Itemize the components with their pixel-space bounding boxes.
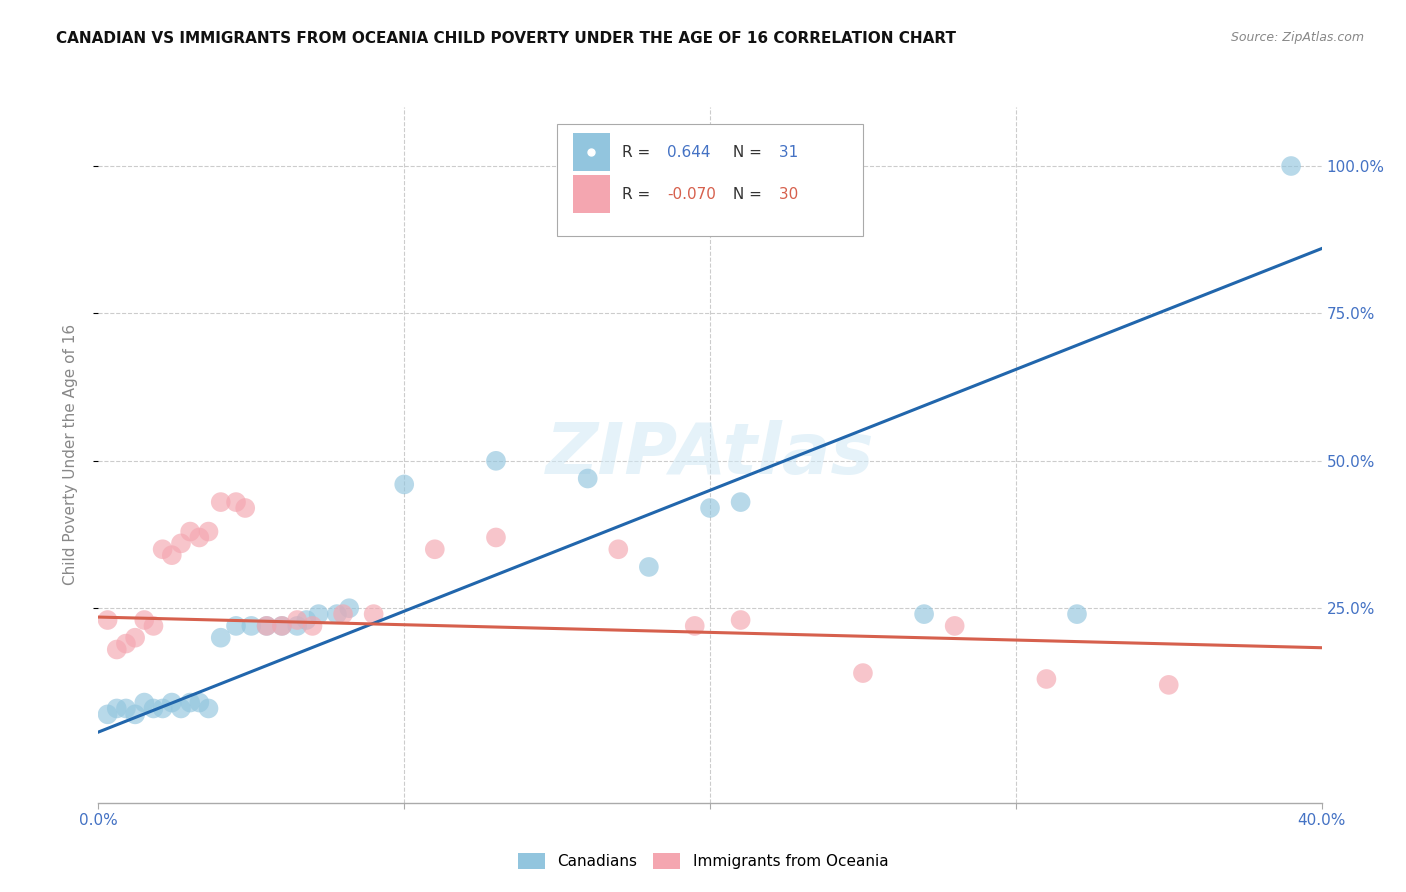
Y-axis label: Child Poverty Under the Age of 16: Child Poverty Under the Age of 16 (63, 325, 77, 585)
FancyBboxPatch shape (557, 124, 863, 235)
Point (730, 495, 752, 509)
Point (301, 619, 323, 633)
Point (115, 701, 138, 715)
Point (295, 613, 318, 627)
Point (423, 542, 446, 557)
Point (197, 701, 219, 715)
Point (943, 619, 966, 633)
Point (308, 607, 330, 621)
Text: 0.644: 0.644 (668, 145, 710, 160)
Point (188, 531, 211, 545)
Text: R =: R = (621, 145, 659, 160)
Point (256, 619, 278, 633)
Point (209, 631, 232, 645)
Point (1279, 159, 1302, 173)
Point (170, 536, 193, 550)
Point (256, 619, 278, 633)
Text: 31: 31 (773, 145, 797, 160)
Point (225, 619, 247, 633)
Point (363, 607, 385, 621)
Point (270, 619, 292, 633)
Point (142, 701, 165, 715)
Point (97, 707, 120, 722)
Text: R =: R = (621, 186, 655, 202)
Text: -0.070: -0.070 (668, 186, 716, 202)
Point (97, 613, 120, 627)
Point (115, 637, 138, 651)
Point (105, 642, 128, 657)
Point (225, 495, 247, 509)
Point (134, 613, 156, 627)
Point (270, 619, 292, 633)
Point (197, 524, 219, 539)
Point (179, 524, 201, 539)
Legend: Canadians, Immigrants from Oceania: Canadians, Immigrants from Oceania (512, 847, 894, 875)
Point (1157, 678, 1180, 692)
Text: ZIPAtlas: ZIPAtlas (546, 420, 875, 490)
Point (240, 619, 263, 633)
Text: Source: ZipAtlas.com: Source: ZipAtlas.com (1230, 31, 1364, 45)
Point (285, 619, 308, 633)
Point (160, 548, 183, 562)
FancyBboxPatch shape (574, 133, 610, 171)
Point (209, 495, 232, 509)
Point (332, 607, 354, 621)
Point (607, 542, 630, 557)
Point (285, 613, 308, 627)
Point (142, 619, 165, 633)
Point (152, 542, 174, 557)
FancyBboxPatch shape (574, 175, 610, 213)
Point (485, 454, 508, 468)
Point (699, 500, 721, 515)
Point (485, 531, 508, 545)
Text: 30: 30 (773, 186, 797, 202)
Point (1035, 672, 1057, 686)
Point (852, 666, 875, 681)
Text: N =: N = (728, 186, 768, 202)
Point (912, 607, 935, 621)
Point (1066, 607, 1088, 621)
Point (576, 471, 599, 485)
Point (188, 696, 211, 710)
Point (326, 607, 349, 621)
Point (637, 560, 661, 574)
Point (337, 601, 360, 615)
Point (392, 477, 416, 491)
Text: N =: N = (728, 145, 768, 160)
Point (152, 701, 174, 715)
Point (124, 707, 146, 722)
Point (134, 696, 156, 710)
Point (124, 631, 146, 645)
Point (683, 619, 706, 633)
Text: CANADIAN VS IMMIGRANTS FROM OCEANIA CHILD POVERTY UNDER THE AGE OF 16 CORRELATIO: CANADIAN VS IMMIGRANTS FROM OCEANIA CHIL… (56, 31, 956, 46)
Point (160, 696, 183, 710)
Point (179, 696, 201, 710)
Point (730, 613, 752, 627)
Point (170, 701, 193, 715)
Point (105, 701, 128, 715)
Point (233, 500, 256, 515)
